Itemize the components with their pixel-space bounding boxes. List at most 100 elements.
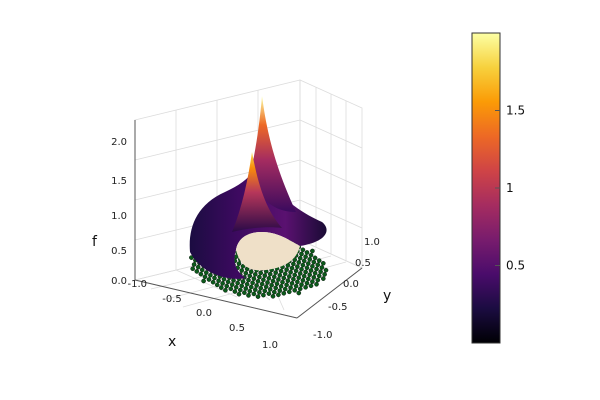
scatter-point — [305, 276, 311, 282]
scatter-point — [278, 268, 284, 274]
scatter-point — [276, 292, 281, 298]
scatter-point — [255, 278, 261, 284]
scatter-point — [278, 284, 284, 289]
scatter-point — [303, 254, 308, 260]
scatter-point — [305, 261, 311, 266]
scatter-point — [289, 265, 295, 271]
scatter-point — [297, 286, 303, 292]
scatter-point — [195, 264, 201, 270]
surface-inner-wall — [236, 232, 300, 271]
scatter-point — [203, 270, 209, 275]
colorbar-tick-label: 0.5 — [506, 259, 525, 273]
scatter-point — [311, 275, 317, 280]
colorbar-tick-label: 1 — [506, 181, 514, 195]
x-axis-ticks: -1.0 -0.5 0.0 0.5 1.0 — [127, 279, 277, 351]
surface — [189, 96, 327, 279]
scatter-point — [190, 266, 195, 272]
scatter-point — [252, 287, 258, 293]
colorbar-ticks: 0.5 1 1.5 — [495, 104, 525, 273]
scatter-point — [304, 250, 310, 255]
scatter-point — [316, 273, 322, 279]
scatter-point — [315, 262, 321, 268]
scatter-point — [224, 283, 229, 289]
scatter-point — [235, 280, 240, 286]
z-tick-label: 2.0 — [111, 137, 127, 148]
scatter-point — [214, 282, 220, 288]
scatter-point — [304, 265, 310, 271]
scatter-point — [320, 276, 326, 281]
scatter-point — [269, 282, 274, 288]
scatter-point — [314, 281, 319, 287]
scatter-point — [291, 261, 296, 267]
scatter-point — [284, 267, 289, 272]
scatter-point — [296, 275, 302, 281]
scatter-point — [308, 268, 314, 273]
scatter-point — [212, 275, 217, 281]
scatter-point — [292, 272, 298, 278]
scatter-point — [296, 260, 302, 265]
y-tick-label: 1.0 — [364, 237, 380, 248]
scatter-point — [291, 276, 296, 282]
scatter-point — [322, 272, 327, 277]
scatter-point — [270, 278, 276, 284]
scatter-point — [240, 263, 246, 269]
scatter-point — [254, 283, 259, 288]
scatter-point — [303, 284, 308, 290]
z-axis-label: f — [92, 234, 98, 250]
scatter-point — [202, 274, 208, 280]
scatter-point — [210, 279, 216, 285]
scatter-point — [221, 276, 227, 282]
x-tick-label: -0.5 — [162, 294, 182, 305]
scatter-point — [314, 266, 319, 272]
scatter-point — [288, 269, 293, 275]
z-tick-label: 0.5 — [111, 246, 127, 257]
y-tick-label: 0.0 — [343, 279, 359, 290]
x-tick-label: 1.0 — [262, 340, 278, 351]
scatter-point — [239, 283, 244, 289]
scatter-point — [318, 269, 323, 275]
scatter-point — [285, 278, 291, 284]
scatter-point — [208, 272, 213, 278]
scatter-point — [299, 251, 304, 257]
scatter-point — [311, 259, 317, 265]
scatter-point — [304, 280, 310, 286]
scatter-point — [223, 287, 228, 293]
scatter-point — [243, 270, 249, 276]
scatter-point — [261, 292, 266, 298]
scatter-point — [265, 280, 270, 285]
scatter-point — [301, 258, 307, 264]
scatter-point — [201, 278, 206, 284]
scatter-point — [308, 252, 314, 258]
scatter-point — [293, 283, 299, 289]
scatter-point — [258, 270, 264, 276]
scatter-point — [261, 277, 266, 283]
scatter-point — [237, 287, 243, 293]
scatter-point — [198, 271, 204, 277]
scatter-point — [282, 286, 288, 292]
scatter-point — [242, 290, 247, 296]
scatter-point — [252, 272, 258, 277]
scatter-point — [271, 274, 277, 280]
scatter-point — [288, 285, 293, 290]
scatter-point — [266, 291, 272, 296]
scatter-point — [262, 273, 268, 278]
scatter-point — [284, 282, 289, 288]
scatter-point — [267, 271, 273, 277]
scatter-point — [273, 270, 279, 275]
y-tick-label: -0.5 — [328, 302, 348, 313]
scatter-point — [246, 293, 251, 298]
scatter-point — [310, 279, 315, 284]
x-tick-label: 0.0 — [196, 308, 212, 319]
scatter-point — [300, 278, 306, 283]
z-tick-label: 1.5 — [111, 176, 127, 187]
scatter-point — [244, 281, 250, 287]
scatter-point — [250, 280, 255, 286]
scatter-point — [277, 288, 283, 293]
scatter-point — [285, 263, 291, 268]
scatter-point — [246, 277, 251, 283]
scatter-point — [251, 276, 257, 281]
scatter-point — [228, 286, 234, 292]
colorbar: 0.5 1 1.5 — [471, 32, 525, 344]
scatter-point — [259, 281, 265, 287]
